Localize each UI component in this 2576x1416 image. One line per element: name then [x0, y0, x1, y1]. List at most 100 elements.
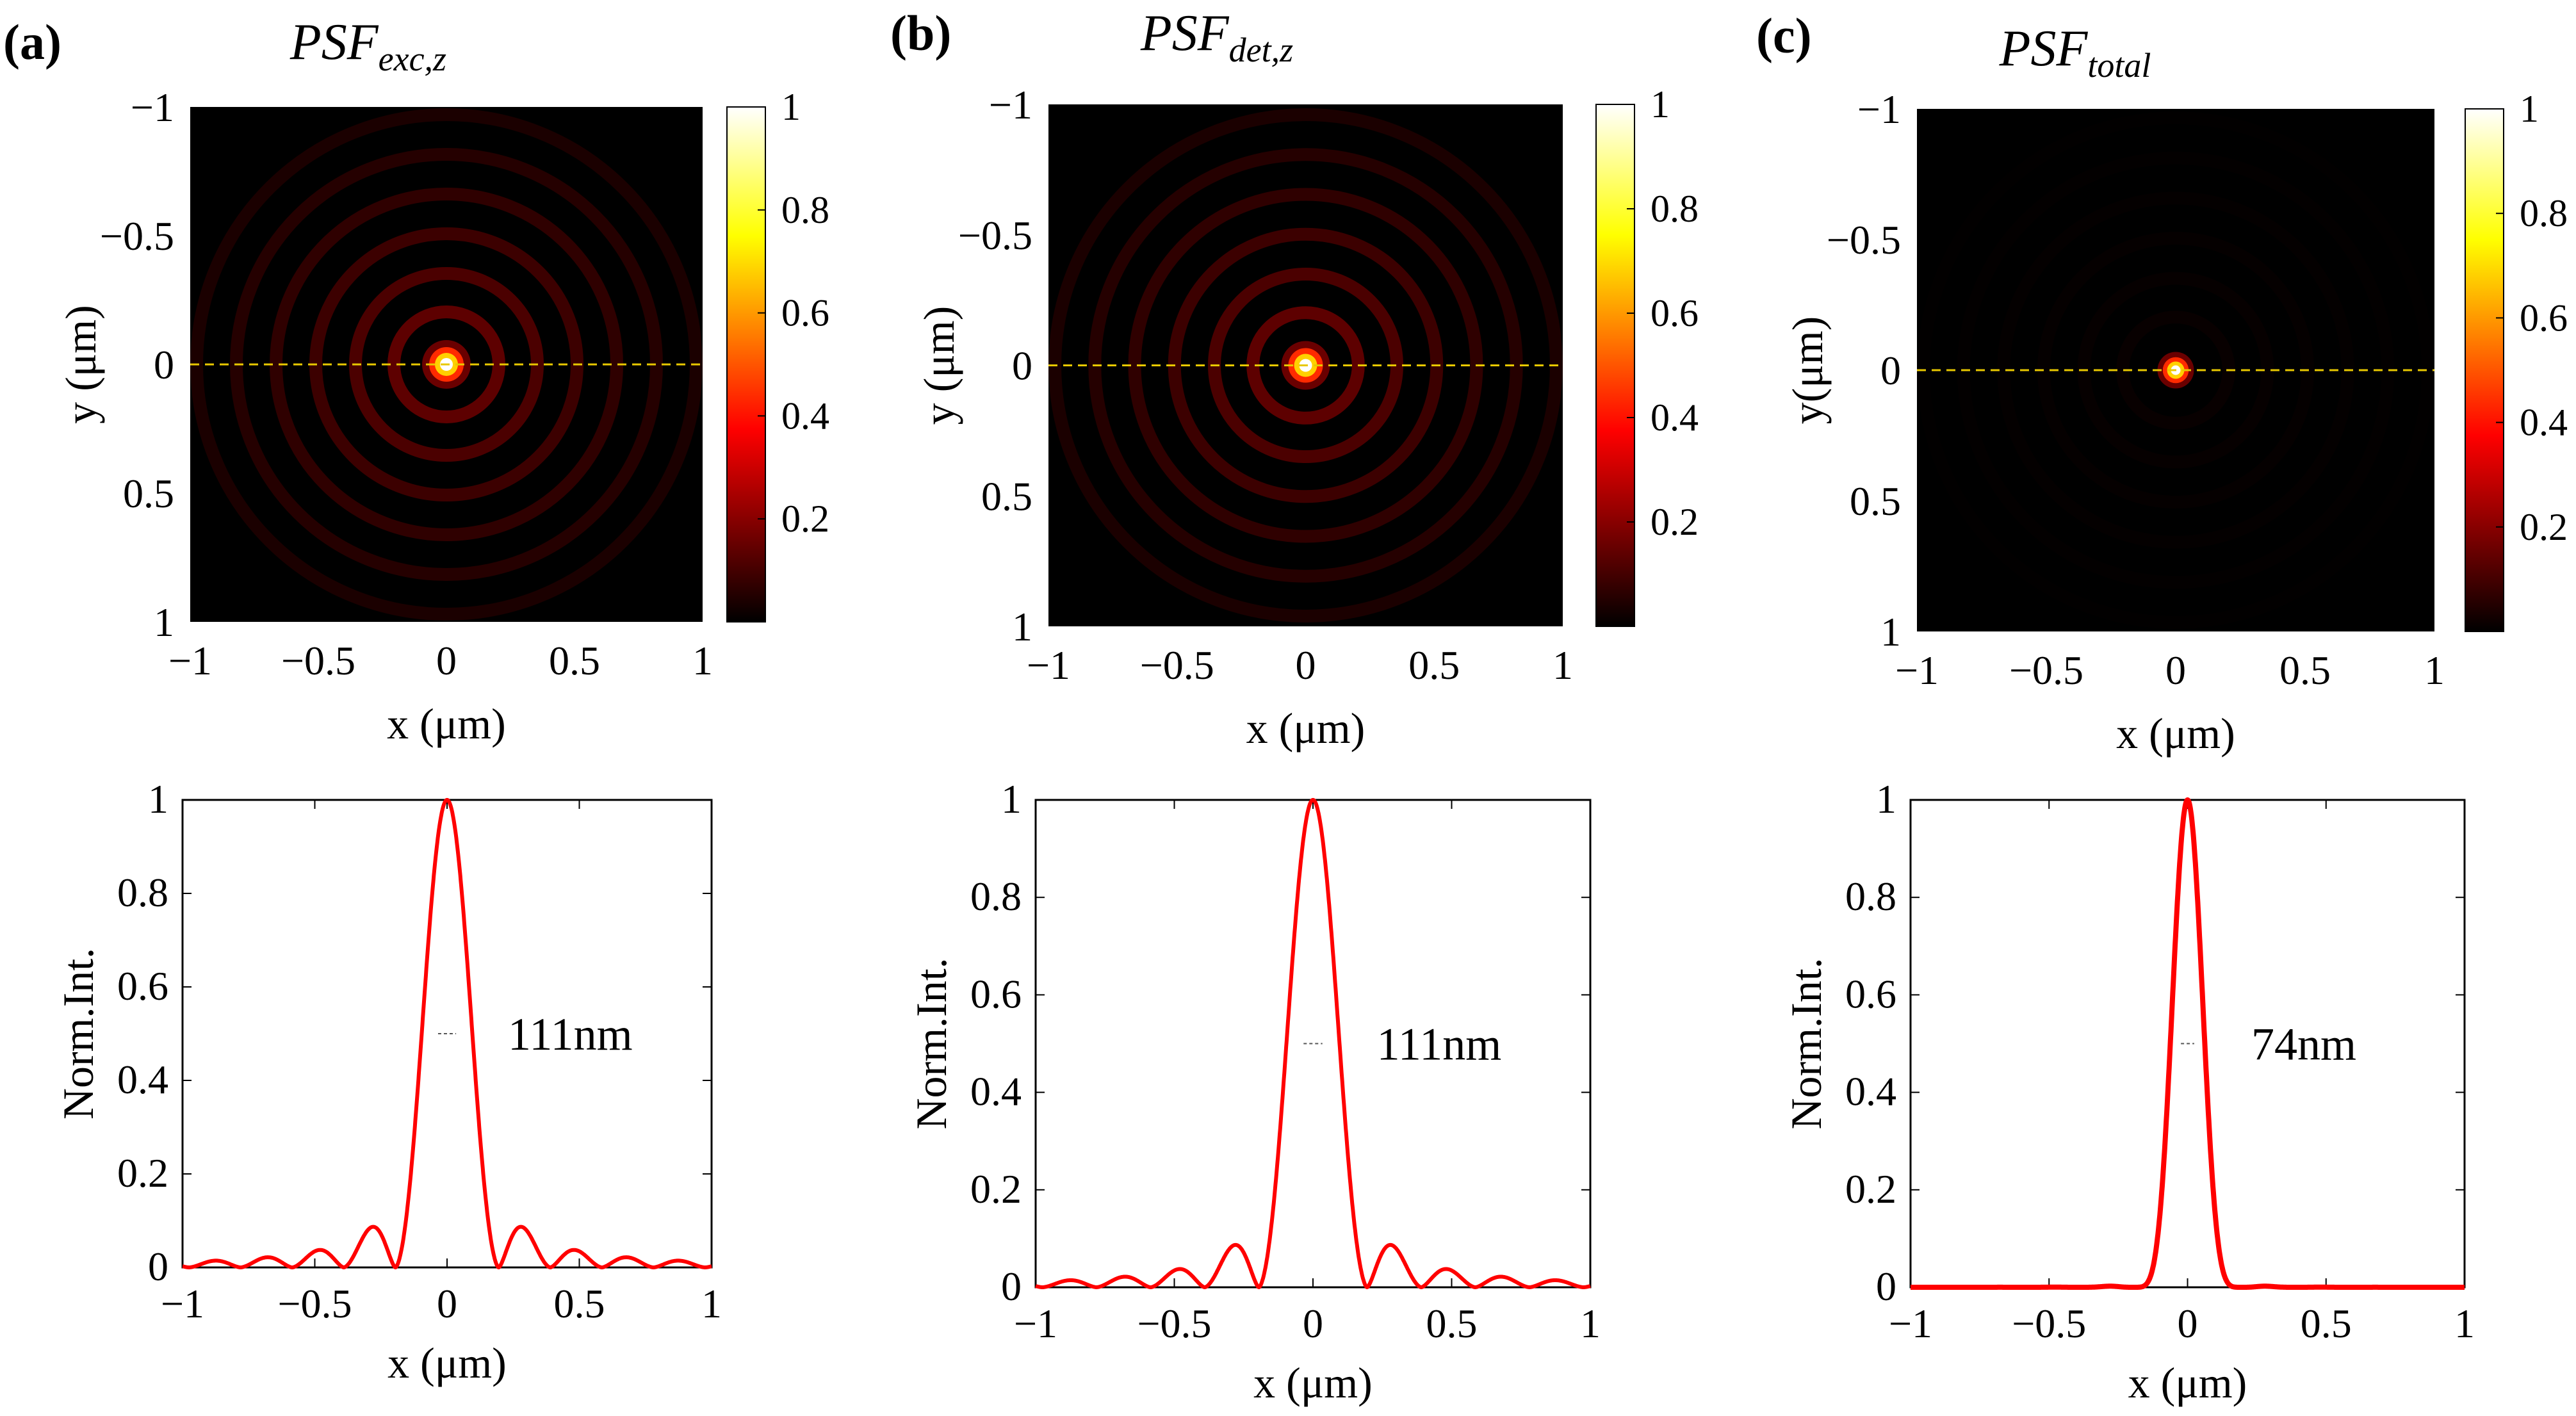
image-x-tick-label: 0.5 — [2279, 647, 2331, 693]
panel-title-main: PSF — [289, 14, 379, 70]
profile-y-tick-label: 0 — [148, 1244, 168, 1289]
profile-x-axis-label: x (μm) — [2128, 1358, 2247, 1407]
profile-x-tick-label: −1 — [1014, 1301, 1057, 1346]
colorbar-tick-label: 1 — [1651, 83, 1670, 126]
panel-title-main: PSF — [1999, 20, 2089, 77]
profile-y-tick-label: 0.8 — [1845, 874, 1896, 919]
colorbar-gradient — [1595, 104, 1635, 627]
profile-y-axis-label: Norm.Int. — [1782, 957, 1830, 1129]
colorbar-tick-label: 0.2 — [781, 498, 829, 540]
colorbar-gradient — [726, 106, 766, 623]
profile-y-tick-label: 0.8 — [970, 874, 1022, 919]
colorbar-tick-label: 0.2 — [2520, 506, 2568, 548]
image-x-axis-label: x (μm) — [2116, 709, 2235, 758]
image-y-tick-label: −1 — [989, 82, 1032, 127]
profile-y-axis-label: Norm.Int. — [54, 948, 102, 1119]
panel-letter: (b) — [890, 5, 951, 61]
image-y-tick-label: 0 — [1880, 348, 1901, 393]
profile-curve — [1034, 798, 1592, 1289]
image-y-axis-label: y (μm) — [915, 306, 963, 425]
image-x-tick-label: 1 — [1553, 642, 1573, 688]
profile-plot: −1 −0.5 0 0.5 1 1 0.8 0.6 0.4 0.2 0 x (μm) Norm.Int.… — [907, 776, 1601, 1407]
image-x-tick-label: −1 — [168, 638, 212, 683]
profile-x-tick-label: 0 — [1303, 1301, 1323, 1346]
image-y-tick-label: 0 — [154, 342, 174, 387]
psf-image: −1 −0.5 0 0.5 1−1−0.500.51x (μm)y(μm) — [1783, 86, 2445, 758]
image-x-tick-label: 1 — [2424, 647, 2445, 693]
profile-y-tick-label: 1 — [148, 776, 168, 822]
image-y-tick-label: 1 — [154, 599, 174, 645]
panel-letter: (a) — [3, 14, 61, 70]
panel-title-subscript: exc,z — [379, 40, 446, 78]
colorbar-gradient — [2465, 108, 2504, 632]
profile-y-tick-label: 1 — [1876, 776, 1896, 822]
profile-y-tick-label: 0 — [1001, 1264, 1022, 1309]
profile-x-tick-label: −0.5 — [1137, 1301, 1211, 1346]
colorbar-tick-label: 1 — [781, 86, 801, 128]
profile-plot: −1 −0.5 0 0.5 1 1 0.8 0.6 0.4 0.2 0 x (μm) Norm.Int.… — [54, 776, 722, 1387]
profile-curve — [181, 798, 713, 1269]
image-x-tick-label: 0.5 — [1408, 642, 1460, 688]
image-y-axis-label: y(μm) — [1783, 316, 1832, 425]
image-y-tick-label: 0.5 — [981, 473, 1032, 519]
image-y-tick-label: −0.5 — [958, 213, 1032, 258]
profile-y-tick-label: 0.6 — [970, 971, 1022, 1016]
profile-x-tick-label: −0.5 — [277, 1281, 352, 1326]
colorbar-tick-label: 0.4 — [1651, 396, 1699, 439]
image-x-tick-label: 0 — [1296, 642, 1316, 688]
colorbar: 1 0.8 0.6 0.4 0.2 — [1595, 83, 1699, 627]
profile-y-tick-label: 0.6 — [117, 963, 168, 1009]
profile-y-tick-label: 1 — [1001, 776, 1022, 822]
profile-x-axis-label: x (μm) — [1253, 1358, 1373, 1407]
image-y-tick-label: 0.5 — [123, 471, 174, 516]
panel-title-subscript: total — [2087, 46, 2151, 85]
colorbar-tick-label: 0.8 — [1651, 188, 1699, 230]
image-y-tick-label: 1 — [1880, 609, 1901, 655]
psf-image: −1 −0.5 0 0.5 1−1−0.500.51x (μm)y (μm) — [56, 85, 713, 748]
image-y-axis-label: y (μm) — [56, 305, 105, 424]
profile-curve — [1908, 797, 2467, 1290]
panel-title: PSFdet,z — [1140, 5, 1293, 69]
image-y-tick-label: −0.5 — [100, 213, 174, 259]
image-y-tick-label: −1 — [131, 85, 174, 130]
image-x-tick-label: −1 — [1027, 642, 1070, 688]
profile-x-tick-label: 0 — [437, 1281, 457, 1326]
colorbar-tick-label: 0.8 — [2520, 192, 2568, 234]
profile-y-tick-label: 0.8 — [117, 870, 168, 915]
image-y-tick-label: −1 — [1857, 86, 1901, 132]
profile-y-tick-label: 0.4 — [1845, 1069, 1896, 1114]
colorbar-tick-label: 0.6 — [781, 292, 829, 334]
image-x-tick-label: −0.5 — [1140, 642, 1214, 688]
image-x-tick-label: −0.5 — [2009, 647, 2083, 693]
colorbar-tick-label: 0.4 — [2520, 402, 2568, 444]
colorbar: 1 0.8 0.6 0.4 0.2 — [726, 86, 829, 623]
colorbar-tick-label: 0.8 — [781, 189, 829, 231]
colorbar-tick-label: 0.6 — [2520, 297, 2568, 339]
psf-image: −1 −0.5 0 0.5 1−1−0.500.51x (μm)y (μm) — [915, 82, 1573, 753]
image-x-tick-label: −0.5 — [281, 638, 355, 683]
image-x-tick-label: 0 — [436, 638, 457, 683]
profile-x-tick-label: 1 — [701, 1281, 722, 1326]
profile-y-tick-label: 0.4 — [970, 1069, 1022, 1114]
image-x-axis-label: x (μm) — [1246, 704, 1365, 753]
image-x-tick-label: −1 — [1895, 647, 1939, 693]
profile-y-tick-label: 0.2 — [1845, 1166, 1896, 1212]
fwhm-label: 74nm — [2251, 1019, 2356, 1070]
profile-x-axis-label: x (μm) — [387, 1339, 507, 1387]
colorbar: 1 0.8 0.6 0.4 0.2 — [2465, 88, 2568, 632]
profile-x-tick-label: 0.5 — [554, 1281, 605, 1326]
profile-axes-box — [181, 799, 713, 1269]
image-x-tick-label: 1 — [692, 638, 713, 683]
panel-title: PSFtotal — [1999, 20, 2151, 85]
image-x-tick-label: 0.5 — [549, 638, 600, 683]
profile-y-tick-label: 0.2 — [970, 1166, 1022, 1212]
panel-title-main: PSF — [1140, 5, 1230, 61]
profile-axes-box — [1034, 799, 1592, 1289]
panel-title: PSFexc,z — [289, 14, 446, 78]
profile-x-tick-label: 1 — [1580, 1301, 1601, 1346]
profile-plot: −1 −0.5 0 0.5 1 1 0.8 0.6 0.4 0.2 0 x (μm) Norm.Int.… — [1782, 776, 2475, 1407]
profile-x-tick-label: −0.5 — [2012, 1301, 2086, 1346]
profile-x-tick-label: 0.5 — [1426, 1301, 1478, 1346]
colorbar-tick-label: 0.4 — [781, 395, 829, 437]
